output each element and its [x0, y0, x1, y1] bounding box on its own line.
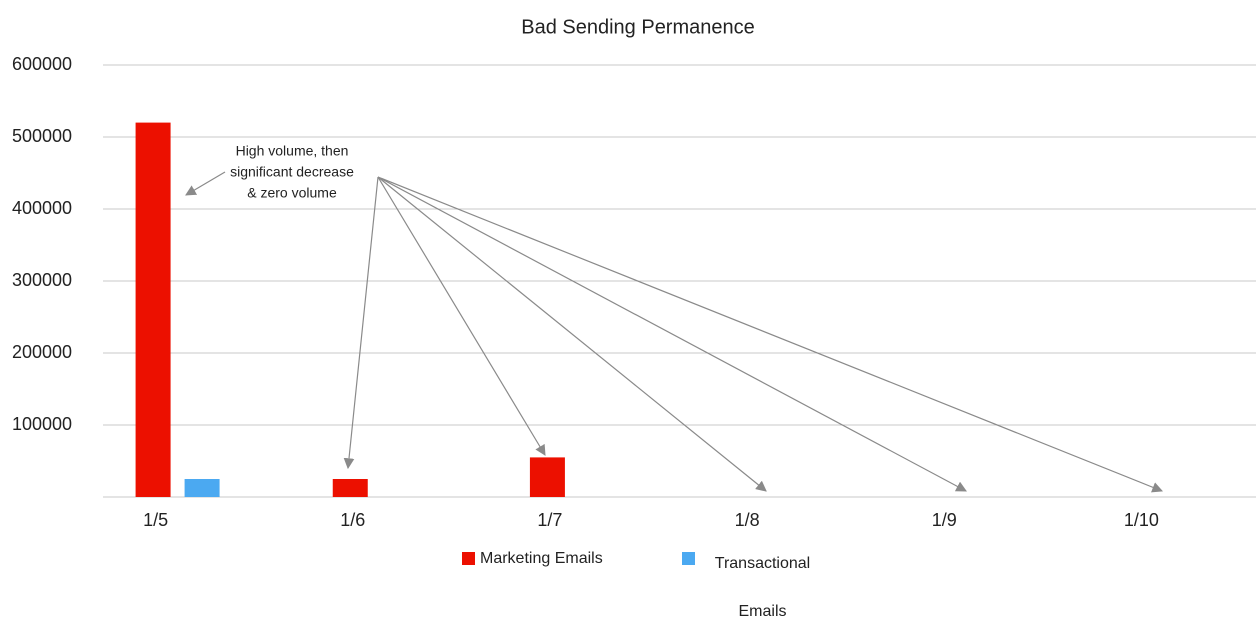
x-tick-label: 1/10 — [1124, 510, 1159, 530]
arrow — [377, 176, 967, 492]
y-tick-label: 300000 — [12, 270, 72, 290]
chart-title: Bad Sending Permanence — [521, 16, 755, 38]
x-tick-label: 1/7 — [537, 510, 562, 530]
x-tick-label: 1/8 — [735, 510, 760, 530]
bar — [332, 479, 368, 497]
arrow — [377, 176, 1164, 493]
annotation-line: High volume, then — [236, 143, 349, 159]
bar — [184, 479, 220, 497]
bar — [135, 122, 171, 497]
legend-swatch — [462, 552, 475, 565]
x-tick-label: 1/9 — [932, 510, 957, 530]
y-tick-label: 200000 — [12, 342, 72, 362]
x-tick-label: 1/6 — [340, 510, 365, 530]
y-tick-label: 100000 — [12, 414, 72, 434]
arrow — [185, 171, 226, 196]
annotation-line: significant decrease — [230, 164, 354, 180]
legend-swatch — [682, 552, 695, 565]
x-tick-label: 1/5 — [143, 510, 168, 530]
y-tick-label: 400000 — [12, 198, 72, 218]
plot: 100000 200000 300000 400000 500000 600000 1/5 1… — [12, 54, 1256, 530]
arrow — [343, 176, 379, 470]
legend: Marketing Emails — [462, 550, 695, 567]
page: {"chart_data": {"type": "bar", "title": … — [12, 16, 1256, 620]
y-tick-label: 600000 — [12, 54, 72, 74]
arrow — [377, 176, 546, 456]
annotation-line: & zero volume — [247, 185, 337, 201]
arrow — [377, 176, 767, 492]
y-tick-label: 500000 — [12, 126, 72, 146]
legend-label: Marketing Emails — [480, 550, 603, 567]
chart: Bad Sending Permanence 100000 200000 30000… — [12, 16, 1256, 567]
legend-label: Transactional Emails — [714, 555, 811, 620]
annotation-arrows — [185, 171, 1164, 493]
annotation: High volume, then significant decrease &… — [230, 143, 354, 201]
bar — [529, 457, 565, 497]
